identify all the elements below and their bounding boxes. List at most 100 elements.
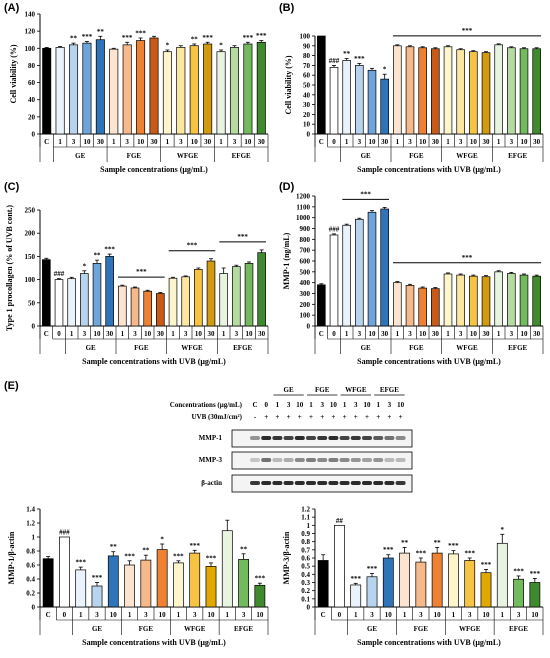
x-tick-label: 1 [452, 611, 456, 619]
significance-label: ** [94, 252, 102, 260]
blot-band [272, 436, 283, 440]
x-tick-label: 10 [208, 611, 216, 619]
x-tick-label: 1 [112, 138, 116, 146]
blot-band [395, 458, 406, 462]
significance-label: *** [350, 575, 361, 583]
group-label: GE [92, 625, 102, 633]
x-tick-label: 3 [133, 330, 137, 338]
y-tick-label: 100 [25, 45, 36, 53]
bar [366, 576, 378, 608]
group-label: EFGE [233, 344, 252, 352]
significance-label: * [501, 526, 505, 534]
x-tick-label: 30 [483, 330, 491, 338]
x-tick-label: 10 [246, 330, 254, 338]
y-tick-label: 0.8 [301, 538, 310, 546]
blot-uvb-value: - [254, 413, 257, 421]
blot-band [261, 458, 272, 462]
blot-uvb-value: + [275, 413, 279, 421]
blot-conc-value: 3 [287, 401, 291, 409]
bar [118, 285, 127, 327]
y-tick-label: 800 [300, 236, 311, 244]
bar [405, 46, 415, 135]
y-tick-label: 70 [303, 62, 311, 70]
blot-conc-value: 10 [330, 401, 338, 409]
bar [140, 559, 152, 608]
bar [393, 282, 402, 327]
x-tick-label: 30 [204, 138, 212, 146]
y-tick-label: 40 [303, 91, 311, 99]
x-tick-label: 3 [125, 138, 129, 146]
bar [244, 263, 254, 327]
group-label: GE [361, 152, 371, 160]
blot-group-label: FGE [315, 386, 330, 394]
blot-band [350, 481, 361, 485]
blot-uvb-value: + [399, 413, 403, 421]
y-tick-label: 150 [25, 253, 36, 261]
bar [42, 47, 52, 135]
y-tick-label: 30 [303, 101, 311, 109]
blot-band [294, 436, 305, 440]
bar [494, 44, 503, 135]
bar [507, 47, 516, 135]
x-tick-label: 3 [72, 138, 76, 146]
blot-band [395, 436, 406, 440]
bar [418, 287, 427, 327]
blot-conc-value: 1 [309, 401, 313, 409]
x-tick-label: 30 [97, 138, 105, 146]
x-tick-label: 1 [166, 138, 170, 146]
y-axis-label: Type 1 procollagen (% of UVB cont.) [5, 205, 14, 331]
blot-band [283, 481, 294, 485]
x-tick-label: 10 [110, 611, 118, 619]
bar [481, 52, 491, 135]
x-tick-label: 3 [510, 330, 514, 338]
y-tick-label: 0.8 [26, 548, 35, 556]
group-label: FGE [409, 152, 424, 160]
x-tick-label: 3 [193, 611, 197, 619]
blot-band [272, 481, 283, 485]
bar [59, 536, 70, 608]
blot-band [339, 481, 350, 485]
bar [55, 47, 65, 135]
y-tick-label: 0.5 [301, 563, 310, 571]
bar [513, 578, 524, 608]
bar [107, 555, 119, 608]
blot-uvb-value: + [365, 413, 369, 421]
x-tick-label: 3 [233, 138, 237, 146]
x-tick-label: 1 [121, 330, 125, 338]
y-tick-label: 0 [32, 604, 36, 612]
blot-band [317, 436, 328, 440]
significance-label: ** [240, 545, 248, 553]
x-tick-label: 30 [432, 138, 440, 146]
y-tick-label: 600 [300, 258, 311, 266]
blot-conc-value: C [252, 401, 257, 409]
blot-band [261, 481, 272, 485]
blot-uvb-value: + [343, 413, 347, 421]
y-axis-label: MMP-1/β-actin [7, 531, 16, 584]
x-tick-label: 1 [497, 138, 501, 146]
bar [380, 78, 389, 135]
group-label: WFGE [456, 344, 478, 352]
x-tick-label: 10 [94, 330, 102, 338]
bar [532, 48, 541, 135]
significance-label: * [160, 536, 164, 544]
x-tick-label: 3 [83, 330, 87, 338]
panel-label-e: (E) [4, 380, 19, 392]
group-label: WFGE [177, 152, 199, 160]
blot-uvb-value: + [264, 413, 268, 421]
bracket-label: *** [360, 190, 371, 198]
x-tick-label: 10 [521, 330, 529, 338]
blot-band [384, 481, 395, 485]
x-tick-label: 1 [219, 138, 223, 146]
blot-band [373, 458, 384, 462]
x-tick-label: 10 [531, 611, 539, 619]
x-tick-label: 10 [385, 611, 393, 619]
bar [67, 278, 76, 327]
x-tick-label: 1 [70, 330, 74, 338]
bar [443, 46, 453, 135]
y-tick-label: 0 [307, 604, 311, 612]
y-tick-label: 90 [303, 42, 311, 50]
blot-band [395, 481, 406, 485]
significance-label: ** [70, 35, 78, 43]
x-tick-label: 1 [396, 330, 400, 338]
y-tick-label: 20 [28, 113, 36, 121]
